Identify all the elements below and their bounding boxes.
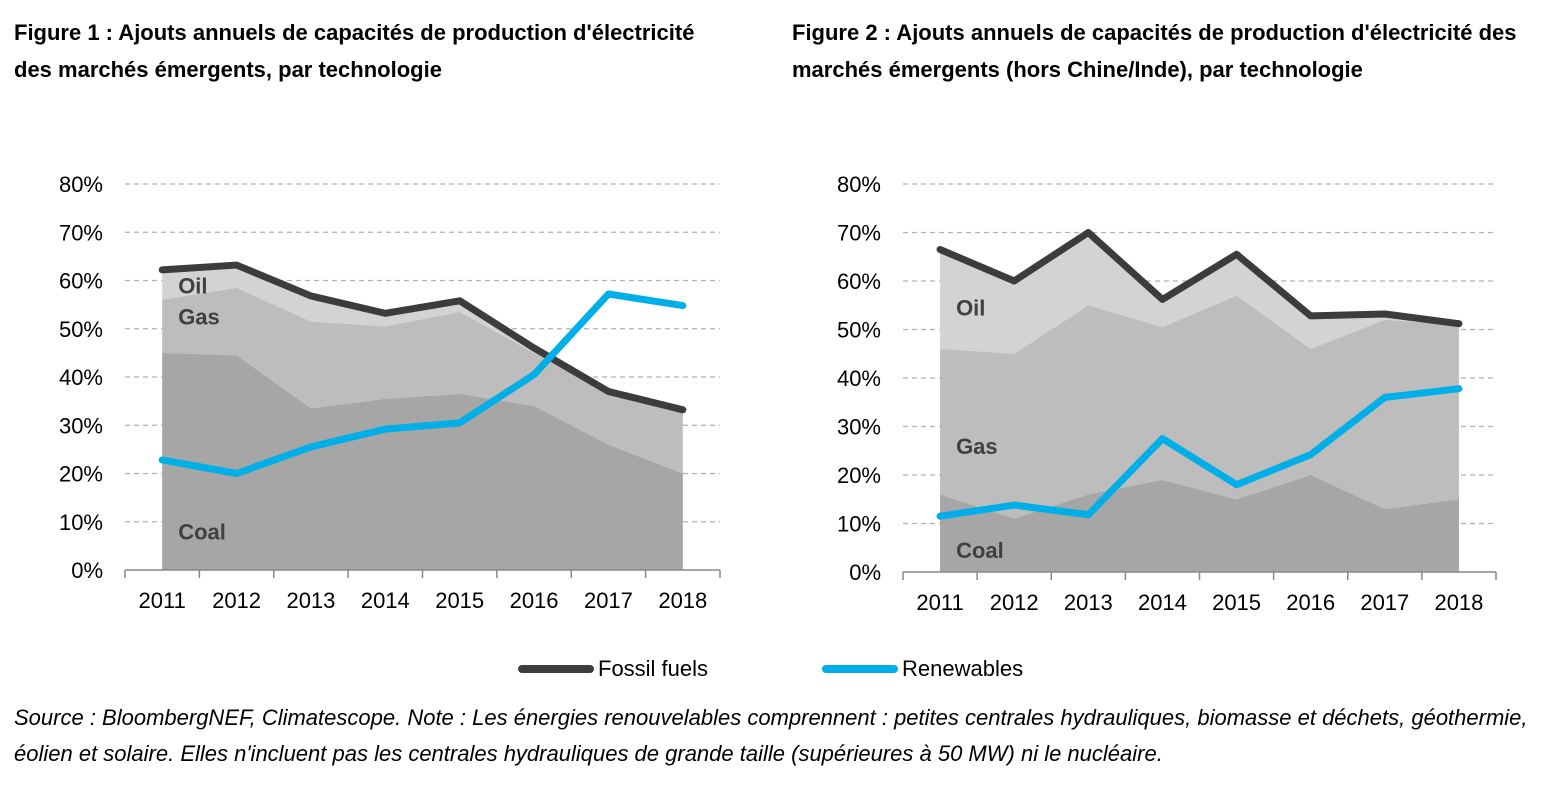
y-tick-label: 50% — [837, 318, 881, 343]
x-tick-label: 2011 — [139, 588, 186, 613]
x-tick-label: 2014 — [361, 588, 410, 613]
x-tick-label: 2012 — [990, 590, 1039, 615]
area-coal — [940, 475, 1459, 572]
y-tick-label: 30% — [59, 413, 103, 438]
x-tick-label: 2014 — [1138, 590, 1187, 615]
area-coal — [162, 352, 683, 570]
legend-label-fossil-fuels: Fossil fuels — [598, 656, 709, 681]
area-label-oil: Oil — [956, 296, 985, 321]
y-tick-label: 70% — [59, 220, 103, 245]
series-line-fossil-fuels — [936, 229, 1463, 328]
figure-1-chart: 0% 10% 20% 30% 40% 50% 60% 70% 80% Coal Gas Oil 2011… — [59, 172, 721, 613]
legend-item-fossil-fuels: Fossil fuels — [518, 652, 708, 686]
x-tick-label: 2018 — [658, 588, 707, 613]
y-tick-label: 60% — [837, 269, 881, 294]
y-tick-label: 80% — [837, 172, 881, 197]
y-tick-label: 10% — [837, 512, 881, 537]
legend-swatch-fossil-fuels — [518, 665, 594, 673]
y-tick-label: 40% — [59, 365, 103, 390]
source-note: Source : BloombergNEF, Climatescope. Not… — [14, 705, 1528, 766]
y-tick-label: 20% — [59, 462, 103, 487]
x-tick-label: 2015 — [1212, 590, 1261, 615]
figure-1-title: Figure 1 : Ajouts annuels de capacités d… — [14, 20, 695, 82]
x-tick-label: 2017 — [1360, 590, 1409, 615]
x-tick-label: 2011 — [916, 590, 963, 615]
legend-swatch-renewables — [822, 665, 898, 673]
x-tick-label: 2013 — [1064, 590, 1113, 615]
x-tick-label: 2018 — [1434, 590, 1483, 615]
y-tick-label: 80% — [59, 172, 103, 197]
figure-2-chart: 0% 10% 20% 30% 40% 50% 60% 70% 80% Coal Gas Oil 2011… — [837, 172, 1497, 615]
y-tick-label: 20% — [837, 463, 881, 488]
y-tick-label: 0% — [71, 558, 103, 583]
area-label-gas: Gas — [178, 305, 220, 330]
y-tick-label: 10% — [59, 510, 103, 535]
x-tick-label: 2012 — [212, 588, 261, 613]
area-oil — [940, 232, 1459, 354]
y-tick-label: 0% — [849, 560, 881, 585]
y-tick-label: 60% — [59, 269, 103, 294]
area-oil — [162, 266, 683, 411]
y-tick-label: 40% — [837, 366, 881, 391]
x-tick-label: 2016 — [510, 588, 559, 613]
area-label-oil: Oil — [178, 273, 207, 298]
x-tick-label: 2016 — [1286, 590, 1335, 615]
series-line-renewables — [936, 385, 1463, 520]
x-tick-label: 2017 — [584, 588, 633, 613]
legend-label-renewables: Renewables — [902, 656, 1024, 681]
y-tick-label: 50% — [59, 317, 103, 342]
series-line-fossil-fuels — [158, 261, 687, 414]
area-label-gas: Gas — [956, 434, 998, 459]
area-label-coal: Coal — [956, 538, 1004, 563]
legend-item-renewables: Renewables — [822, 652, 1023, 686]
x-tick-label: 2013 — [286, 588, 335, 613]
series-line-renewables — [158, 290, 687, 477]
area-gas — [940, 295, 1459, 519]
area-gas — [162, 287, 683, 474]
area-label-coal: Coal — [178, 519, 226, 544]
figure-2-title: Figure 2 : Ajouts annuels de capacités d… — [792, 20, 1517, 82]
y-tick-label: 70% — [837, 221, 881, 246]
x-tick-label: 2015 — [435, 588, 484, 613]
y-tick-label: 30% — [837, 415, 881, 440]
legend: Fossil fuels Renewables — [0, 652, 1560, 686]
